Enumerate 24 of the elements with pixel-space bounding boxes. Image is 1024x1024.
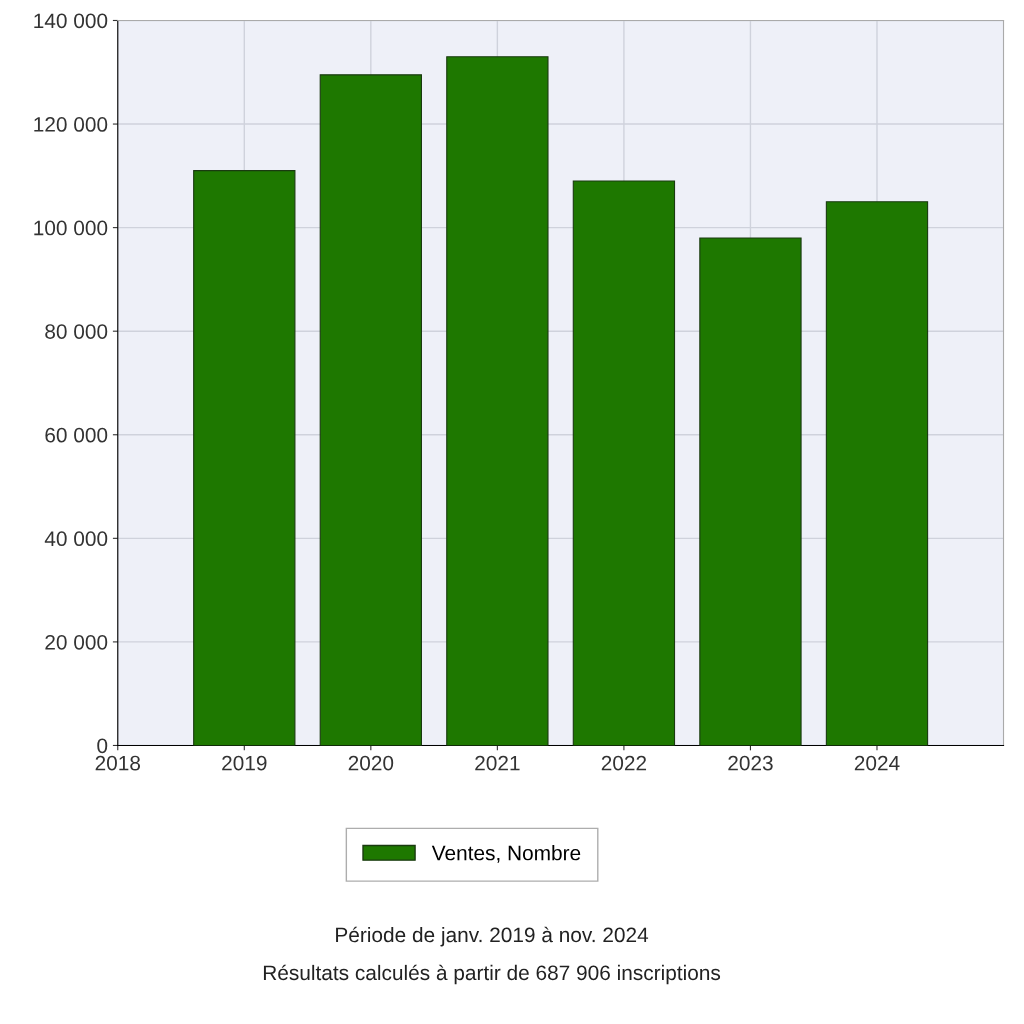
bar (572, 180, 676, 746)
bar (699, 237, 802, 746)
x-tick-label: 2024 (854, 755, 900, 771)
y-tick-label: 80 000 (45, 324, 108, 339)
y-tick-label: 100 000 (34, 220, 108, 236)
x-tick-label: 2019 (222, 755, 267, 771)
y-tick-label: 20 000 (45, 634, 108, 650)
y-tick-label: 120 000 (34, 117, 108, 132)
legend-label: Ventes, Nombre (431, 845, 581, 863)
y-tick-label: 60 000 (45, 427, 108, 443)
x-tick-label: 2021 (475, 755, 520, 771)
x-tick-label: 2020 (348, 755, 394, 771)
y-tick-label: 140 000 (34, 13, 108, 29)
text: Période de janv. 2019 à nov. 2024 (336, 926, 649, 947)
x-tick-label: 2022 (601, 755, 647, 771)
x-tick-label: 2023 (728, 755, 773, 771)
bar (446, 56, 549, 746)
y-tick-label: 0 (97, 738, 108, 754)
bar (193, 170, 296, 746)
x-tick-label: 2018 (95, 755, 141, 771)
y-tick-label: 40 000 (44, 531, 108, 547)
bar (319, 74, 423, 746)
text: Résultats calculés à partir de 687 906 inscriptions (263, 964, 721, 985)
bar (825, 201, 929, 746)
